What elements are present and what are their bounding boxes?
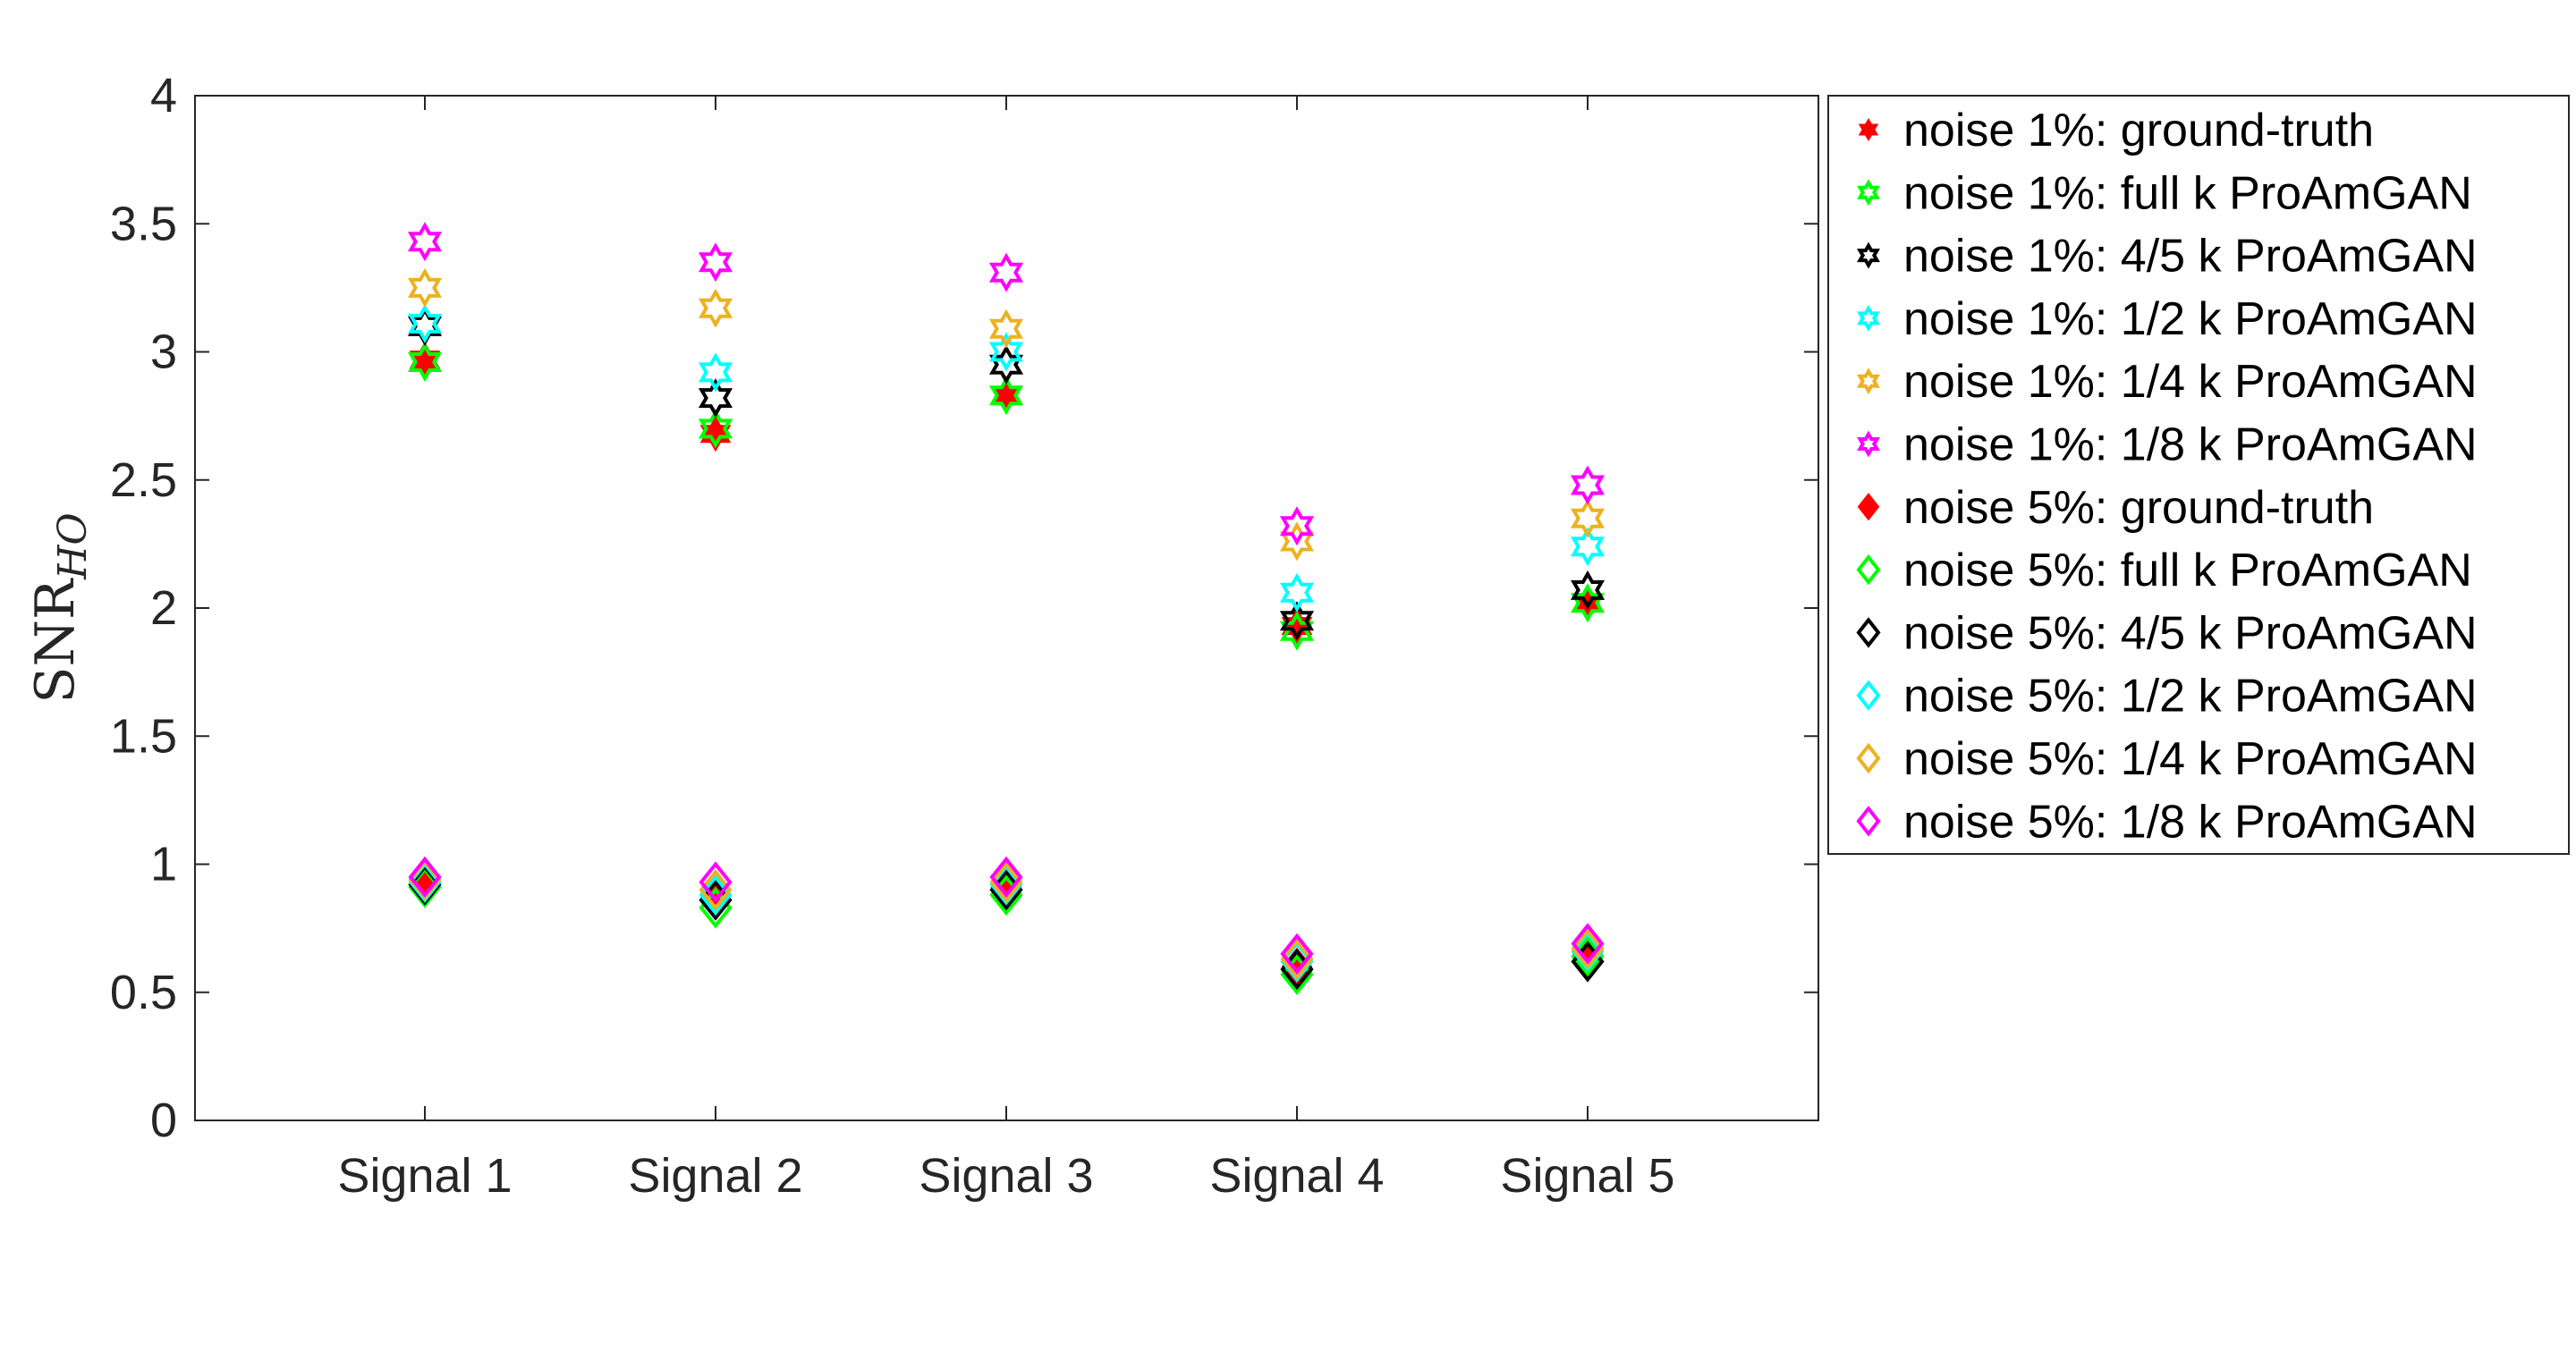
legend-marker bbox=[1857, 179, 1880, 207]
legend-label: noise 5%: 1/4 k ProAmGAN bbox=[1903, 733, 2478, 785]
x-tick-label: Signal 5 bbox=[1500, 1149, 1674, 1203]
y-tick-label: 1 bbox=[150, 838, 177, 891]
data-point bbox=[699, 868, 733, 911]
y-axis-label: SNRHO bbox=[24, 512, 96, 703]
y-tick-label: 1.5 bbox=[110, 709, 177, 763]
data-point bbox=[1570, 498, 1606, 538]
y-tick-label: 4 bbox=[150, 69, 177, 123]
legend-item: noise 1%: 1/8 k ProAmGAN bbox=[1857, 419, 2478, 471]
data-point bbox=[988, 376, 1024, 416]
legend-label: noise 1%: 1/8 k ProAmGAN bbox=[1903, 419, 2478, 471]
data-point bbox=[1280, 933, 1314, 975]
legend-label: noise 1%: ground-truth bbox=[1903, 105, 2374, 156]
legend-marker bbox=[1856, 742, 1881, 774]
legend-item: noise 5%: full k ProAmGAN bbox=[1856, 545, 2472, 596]
x-tick-label: Signal 2 bbox=[628, 1149, 802, 1203]
legend-marker bbox=[1857, 241, 1880, 269]
legend-label: noise 5%: ground-truth bbox=[1903, 482, 2374, 534]
data-point bbox=[698, 352, 733, 393]
data-point bbox=[1571, 923, 1605, 965]
legend-label: noise 5%: 4/5 k ProAmGAN bbox=[1903, 607, 2478, 659]
legend-marker bbox=[1857, 430, 1880, 458]
data-marks bbox=[407, 222, 1606, 995]
data-point bbox=[988, 252, 1024, 292]
data-point bbox=[1570, 465, 1606, 505]
y-tick-label: 2.5 bbox=[110, 453, 177, 507]
data-point bbox=[989, 861, 1023, 903]
y-axis-label-subscript: HO bbox=[50, 512, 96, 579]
series-11 bbox=[408, 856, 1605, 975]
y-tick-label: 0 bbox=[150, 1094, 177, 1147]
legend-item: noise 5%: 1/2 k ProAmGAN bbox=[1856, 671, 2478, 722]
axes-box bbox=[194, 95, 1819, 1121]
legend-items: noise 1%: ground-truth noise 1%: full k P… bbox=[1856, 105, 2478, 848]
data-point bbox=[698, 288, 733, 328]
legend-label: noise 5%: 1/2 k ProAmGAN bbox=[1903, 671, 2478, 722]
data-point bbox=[407, 304, 443, 343]
legend-marker bbox=[1858, 118, 1879, 141]
legend-item: noise 1%: 1/2 k ProAmGAN bbox=[1857, 293, 2478, 345]
data-point bbox=[1279, 572, 1315, 613]
legend-marker bbox=[1857, 304, 1880, 332]
legend-box bbox=[1827, 95, 2570, 855]
x-tick-label: Signal 1 bbox=[337, 1149, 512, 1203]
data-point bbox=[989, 856, 1023, 899]
legend-item: noise 5%: 4/5 k ProAmGAN bbox=[1856, 607, 2478, 659]
plot-area: 00.511.522.533.54 Signal 1 Signal 2 Signal… bbox=[110, 69, 1819, 1203]
data-point bbox=[1570, 527, 1606, 567]
legend-item: noise 5%: 1/4 k ProAmGAN bbox=[1856, 733, 2478, 785]
data-point bbox=[1280, 938, 1314, 980]
legend-label: noise 5%: full k ProAmGAN bbox=[1903, 545, 2472, 596]
data-point bbox=[408, 856, 442, 899]
data-point bbox=[699, 416, 732, 452]
legend-item: noise 5%: 1/8 k ProAmGAN bbox=[1856, 796, 2478, 848]
legend-item: noise 1%: 4/5 k ProAmGAN bbox=[1857, 231, 2478, 283]
legend-item: noise 5%: ground-truth bbox=[1857, 482, 2374, 534]
y-axis-label-main: SNR bbox=[24, 578, 87, 704]
x-axis: Signal 1 Signal 2 Signal 3 Signal 4 Signal 5 bbox=[337, 96, 1675, 1203]
data-point bbox=[1281, 608, 1313, 645]
data-point bbox=[1570, 570, 1606, 610]
data-point bbox=[698, 409, 733, 449]
data-point bbox=[698, 242, 733, 283]
legend: noise 1%: ground-truth noise 1%: full k P… bbox=[1827, 95, 2570, 855]
legend-marker bbox=[1856, 680, 1881, 711]
data-point bbox=[407, 222, 443, 262]
x-tick-label: Signal 3 bbox=[919, 1149, 1093, 1203]
data-point bbox=[407, 267, 443, 308]
data-point bbox=[699, 861, 733, 903]
series-3 bbox=[407, 304, 1606, 613]
data-point bbox=[1279, 611, 1315, 651]
data-point bbox=[1279, 601, 1315, 641]
y-axis: 0 0.5 1 1.5 2 2.5 3 3.5 4 bbox=[110, 69, 1818, 1147]
legend-item: noise 1%: ground-truth bbox=[1858, 105, 2374, 156]
data-point bbox=[1279, 506, 1315, 546]
legend-item: noise 1%: 1/4 k ProAmGAN bbox=[1857, 356, 2478, 408]
y-tick-label: 0.5 bbox=[110, 966, 177, 1019]
legend-label: noise 5%: 1/8 k ProAmGAN bbox=[1903, 796, 2478, 848]
legend-label: noise 1%: 1/4 k ProAmGAN bbox=[1903, 356, 2478, 408]
data-point bbox=[698, 378, 733, 418]
data-point bbox=[407, 342, 443, 382]
legend-label: noise 1%: 4/5 k ProAmGAN bbox=[1903, 231, 2478, 283]
y-tick-label: 3.5 bbox=[110, 197, 177, 250]
legend-item: noise 1%: full k ProAmGAN bbox=[1857, 167, 2472, 219]
data-point bbox=[988, 332, 1024, 372]
data-point bbox=[1571, 927, 1605, 970]
x-tick-label: Signal 4 bbox=[1209, 1149, 1384, 1203]
legend-label: noise 1%: 1/2 k ProAmGAN bbox=[1903, 293, 2478, 345]
data-point bbox=[988, 308, 1024, 349]
legend-label: noise 1%: full k ProAmGAN bbox=[1903, 167, 2472, 219]
legend-marker bbox=[1857, 368, 1880, 395]
series-5 bbox=[407, 222, 1606, 546]
y-tick-label: 2 bbox=[150, 581, 177, 635]
legend-marker bbox=[1856, 617, 1881, 648]
legend-marker bbox=[1856, 806, 1881, 837]
legend-marker bbox=[1856, 553, 1881, 586]
y-tick-label: 3 bbox=[150, 325, 177, 379]
legend-marker bbox=[1857, 493, 1880, 521]
